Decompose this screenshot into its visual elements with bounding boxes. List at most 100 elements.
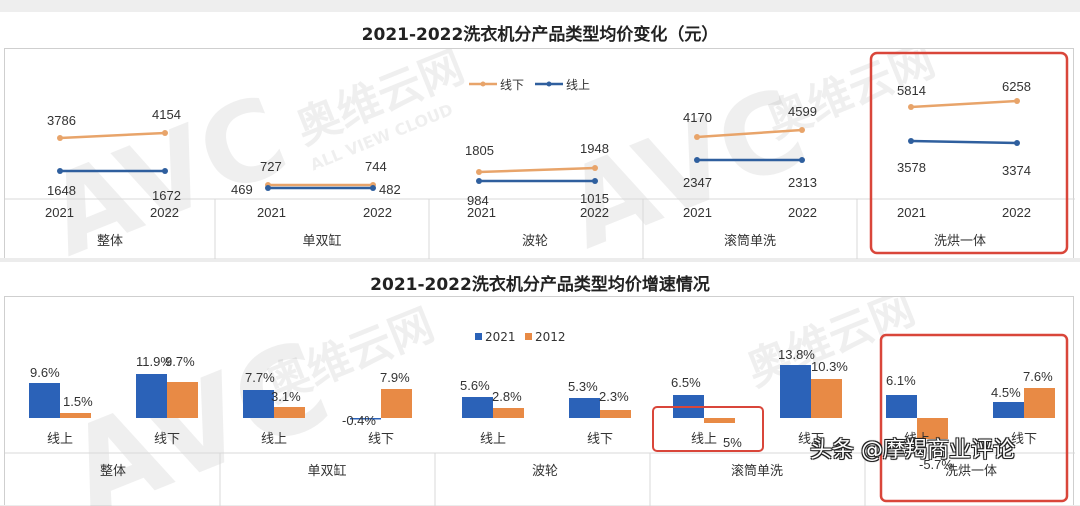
svg-text:5.6%: 5.6%	[460, 378, 490, 393]
bar-group-bolun: 5.6% 2.8% 5.3% 2.3%	[460, 378, 631, 418]
svg-text:线上: 线上	[691, 432, 717, 447]
svg-text:6.5%: 6.5%	[671, 375, 701, 390]
svg-text:2021: 2021	[897, 205, 926, 220]
svg-text:7.6%: 7.6%	[1023, 369, 1053, 384]
line-chart: AVC 奥维云网 ALL VIEW CLOUD AVC 奥维云网 线下 线上	[5, 49, 1075, 259]
line-chart-frame: AVC 奥维云网 ALL VIEW CLOUD AVC 奥维云网 线下 线上	[4, 48, 1075, 259]
group-guntongdanxi: 4170 4599 2347 2313 2021 2022 滚筒单洗	[683, 104, 817, 249]
highlight-box-xihongyiti	[869, 51, 1069, 255]
svg-text:线下: 线下	[154, 432, 180, 447]
svg-text:线上: 线上	[904, 432, 930, 447]
svg-text:7.7%: 7.7%	[245, 370, 275, 385]
avg-price-change-panel: 2021-2022洗衣机分产品类型均价变化（元） AVC 奥维云网 ALL VI…	[0, 12, 1080, 259]
svg-text:11.9%: 11.9%	[136, 354, 172, 369]
svg-text:2.8%: 2.8%	[492, 389, 522, 404]
group-bolun: 1805 1948 984 1015 2021 2022 波轮	[465, 141, 609, 249]
svg-text:2022: 2022	[788, 205, 817, 220]
svg-text:10.3%: 10.3%	[811, 359, 848, 374]
source-credit-watermark: 头条 @摩羯商业评论	[810, 438, 1015, 463]
svg-text:洗烘一体: 洗烘一体	[945, 464, 997, 479]
svg-text:2021: 2021	[467, 205, 496, 220]
svg-text:线上: 线上	[261, 432, 287, 447]
svg-text:727: 727	[260, 159, 282, 174]
svg-text:2022: 2022	[1002, 205, 1031, 220]
svg-text:5814: 5814	[897, 83, 926, 98]
svg-text:2021: 2021	[257, 205, 286, 220]
group-danshuanggang: 727 744 469 482 2021 2022 单双缸	[231, 159, 401, 249]
svg-text:2347: 2347	[683, 175, 712, 190]
svg-text:线上: 线上	[47, 432, 73, 447]
svg-text:2313: 2313	[788, 175, 817, 190]
svg-text:6.1%: 6.1%	[886, 373, 916, 388]
svg-text:线下: 线下	[798, 432, 824, 447]
svg-text:2012: 2012	[535, 330, 566, 344]
svg-text:2.3%: 2.3%	[599, 389, 629, 404]
svg-text:2022: 2022	[363, 205, 392, 220]
category-dividers	[5, 198, 1075, 259]
group-labels: 整体 单双缸 波轮 滚筒单洗 洗烘一体	[100, 463, 997, 479]
svg-text:波轮: 波轮	[532, 464, 558, 479]
svg-text:469: 469	[231, 182, 253, 197]
svg-text:5.3%: 5.3%	[568, 379, 598, 394]
chart-title-price-change: 2021-2022洗衣机分产品类型均价变化（元）	[361, 25, 719, 45]
bar-group-zhengti: 9.6% 1.5% 11.9% 9.7%	[29, 354, 198, 418]
svg-text:9.6%: 9.6%	[30, 365, 60, 380]
svg-text:1948: 1948	[580, 141, 609, 156]
chart-title-price-growth: 2021-2022洗衣机分产品类型均价增速情况	[370, 275, 710, 295]
svg-text:4154: 4154	[152, 107, 181, 122]
svg-text:1805: 1805	[465, 143, 494, 158]
line-legend: 线下 线上	[469, 78, 590, 92]
svg-text:6258: 6258	[1002, 79, 1031, 94]
svg-text:3578: 3578	[897, 160, 926, 175]
svg-text:波轮: 波轮	[522, 234, 548, 249]
svg-text:2022: 2022	[580, 205, 609, 220]
group-zhengti: 3786 4154 1648 1672 2021 2022 整体	[45, 107, 181, 249]
svg-text:线下: 线下	[500, 78, 524, 92]
bar-group-danshuanggang: 7.7% 3.1% -0.4% 7.9%	[243, 370, 412, 428]
group-xihongyiti: 5814 6258 3578 3374 2021 2022 洗烘一体	[897, 79, 1031, 249]
sub-category-labels: 线上 线下 线上 线下 线上 线下 线上 线下 线上 线下	[47, 432, 1037, 447]
svg-text:4.5%: 4.5%	[991, 385, 1021, 400]
svg-text:2022: 2022	[150, 205, 179, 220]
svg-text:4599: 4599	[788, 104, 817, 119]
bar-chart-frame: AVC 奥维云网 奥维云网 2021 2012	[4, 296, 1075, 506]
svg-text:线上: 线上	[566, 78, 590, 92]
svg-text:3786: 3786	[47, 113, 76, 128]
highlight-box-guntong-online	[652, 406, 764, 452]
svg-text:4170: 4170	[683, 110, 712, 125]
svg-text:线下: 线下	[1011, 432, 1037, 447]
top-toolbar-strip	[0, 0, 1080, 12]
svg-text:奥维云网: 奥维云网	[760, 49, 942, 148]
svg-text:3.1%: 3.1%	[271, 389, 301, 404]
svg-text:-0.4%: -0.4%	[342, 413, 376, 428]
svg-text:13.8%: 13.8%	[778, 347, 815, 362]
svg-text:7.9%: 7.9%	[380, 370, 410, 385]
svg-text:单双缸: 单双缸	[302, 233, 341, 249]
svg-text:1648: 1648	[47, 183, 76, 198]
bar-chart: AVC 奥维云网 奥维云网 2021 2012	[5, 297, 1075, 506]
svg-text:单双缸: 单双缸	[307, 463, 346, 479]
svg-text:2021: 2021	[683, 205, 712, 220]
svg-text:5%: 5%	[723, 435, 742, 450]
svg-text:744: 744	[365, 159, 387, 174]
avg-price-growth-panel: 2021-2022洗衣机分产品类型均价增速情况 AVC 奥维云网 奥维云网 20…	[0, 262, 1080, 506]
highlight-box-xihongyiti	[879, 333, 1069, 503]
svg-text:线下: 线下	[368, 432, 394, 447]
svg-text:2021: 2021	[45, 205, 74, 220]
svg-text:3374: 3374	[1002, 163, 1031, 178]
svg-text:984: 984	[467, 193, 489, 208]
svg-text:9.7%: 9.7%	[165, 354, 195, 369]
bar-group-xihongyiti: 6.1% -5.7% 4.5% 7.6%	[879, 333, 1069, 503]
svg-text:1015: 1015	[580, 191, 609, 206]
svg-text:-5.7%: -5.7%	[919, 457, 953, 472]
svg-text:线下: 线下	[587, 432, 613, 447]
svg-text:滚筒单洗: 滚筒单洗	[731, 463, 783, 479]
svg-text:洗烘一体: 洗烘一体	[934, 234, 986, 249]
svg-text:2021: 2021	[485, 330, 516, 344]
svg-text:线上: 线上	[480, 432, 506, 447]
svg-text:整体: 整体	[100, 464, 126, 479]
svg-text:1672: 1672	[152, 188, 181, 203]
bar-legend: 2021 2012	[475, 330, 566, 344]
svg-text:整体: 整体	[97, 234, 123, 249]
svg-text:滚筒单洗: 滚筒单洗	[724, 233, 776, 249]
